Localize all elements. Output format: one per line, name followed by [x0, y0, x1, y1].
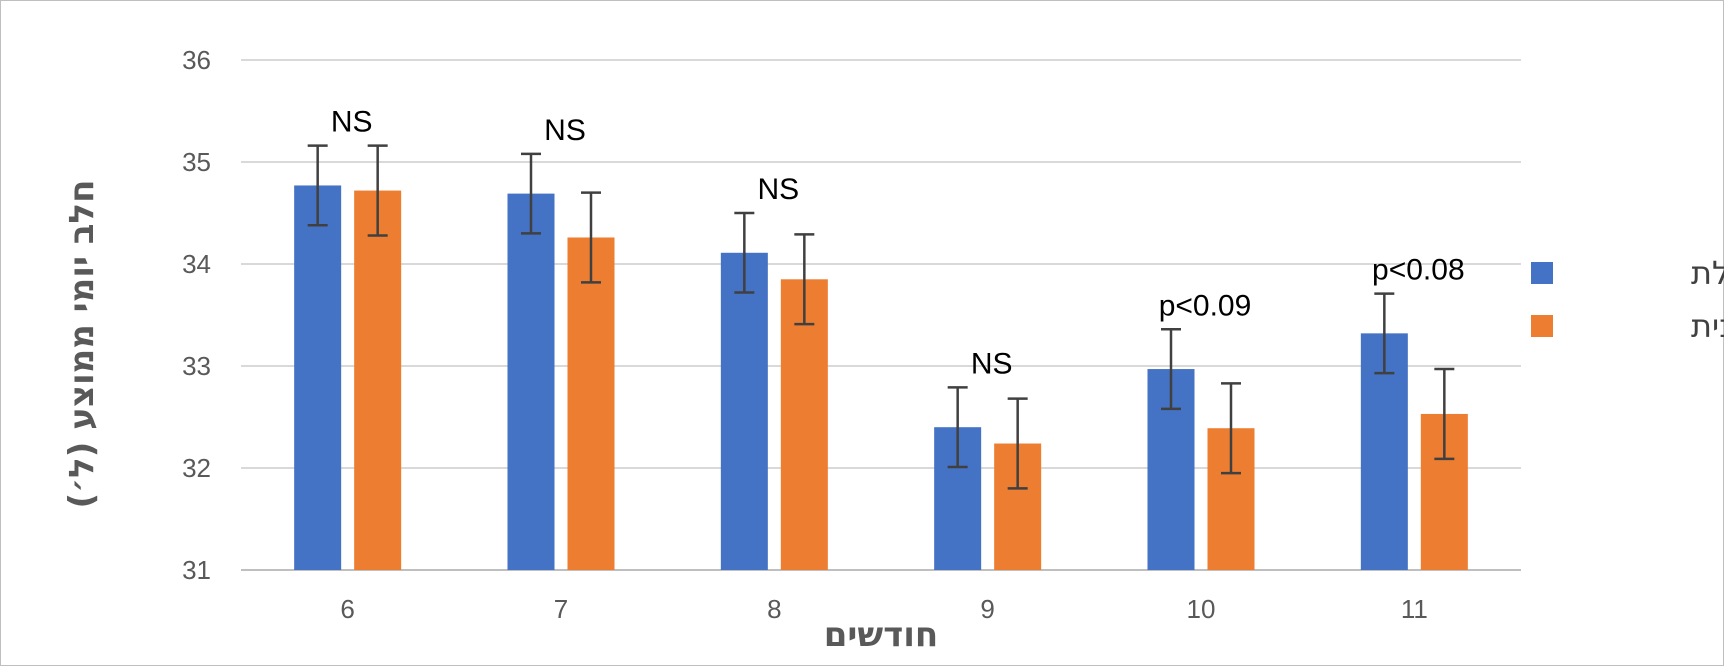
bar-series1 [507, 193, 555, 570]
bar-series2 [780, 279, 828, 570]
legend-swatch [1531, 262, 1553, 284]
x-tick-label: 8 [767, 594, 781, 624]
x-tick-label: 10 [1187, 594, 1216, 624]
error-bars [307, 144, 1455, 490]
legend: כוללת מרחבית [1531, 254, 1724, 345]
y-tick-label: 32 [182, 453, 211, 483]
x-tick-label: 6 [340, 594, 354, 624]
y-tick-label: 35 [182, 147, 211, 177]
x-tick-label: 9 [980, 594, 994, 624]
bar-series2 [354, 190, 402, 570]
x-axis-title: חודשים [824, 615, 938, 655]
bars [294, 185, 1468, 571]
significance-label: p<0.08 [1372, 254, 1465, 287]
x-tick-label: 7 [554, 594, 568, 624]
significance-label: NS [757, 173, 799, 206]
significance-label: p<0.09 [1159, 289, 1252, 322]
y-tick-label: 33 [182, 351, 211, 381]
y-tick-label: 36 [182, 45, 211, 75]
legend-label: מרחבית [1691, 307, 1724, 345]
significance-label: NS [331, 106, 373, 139]
y-tick-label: 34 [182, 249, 211, 279]
y-tick-label: 31 [182, 555, 211, 585]
legend-label: כוללת [1691, 254, 1724, 292]
bar-series2 [567, 237, 615, 571]
bar-series1 [294, 185, 342, 570]
significance-annotations: NS NS NS NS p<0.09 p<0.08 [331, 106, 1465, 381]
significance-label: NS [971, 347, 1013, 380]
gridlines [241, 59, 1521, 571]
bar-series1 [720, 252, 768, 570]
legend-swatch [1531, 315, 1553, 337]
y-axis-title: חלב יומי ממוצע (ל׳) [62, 180, 102, 509]
x-tick-label: 11 [1401, 594, 1428, 624]
y-tick-labels: 31 32 33 34 35 36 [182, 45, 211, 585]
significance-label: NS [544, 114, 586, 147]
x-tick-labels: 6 7 8 9 10 11 [340, 594, 1427, 624]
